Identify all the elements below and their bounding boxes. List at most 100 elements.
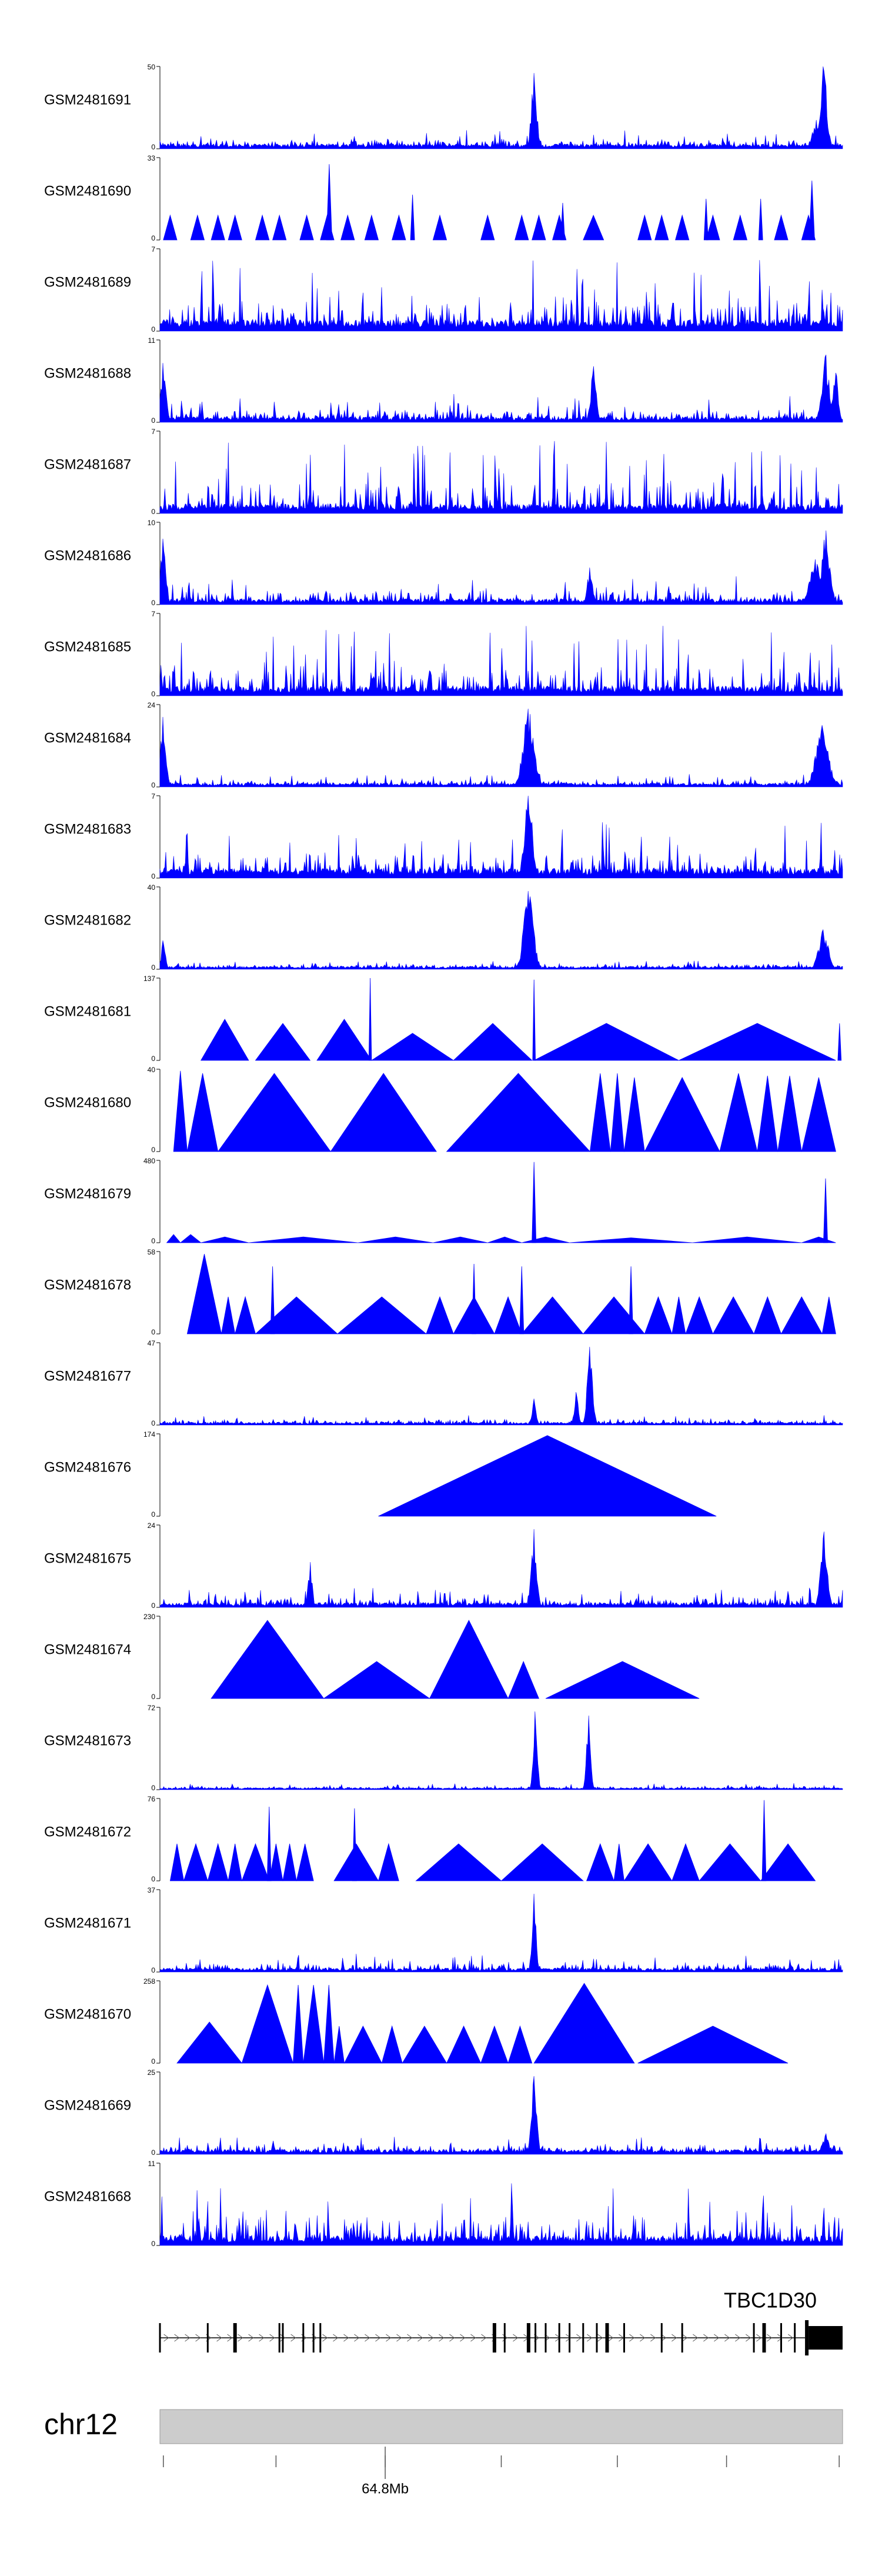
track-GSM2481672-segment-12 [586, 1843, 614, 1881]
track-GSM2481680-segment-7 [624, 1077, 645, 1152]
track-GSM2481690-segment-21 [733, 214, 748, 241]
track-GSM2481670-segment-6 [343, 2026, 382, 2064]
strand-chevron-59 [788, 2334, 794, 2342]
strand-chevron-12 [290, 2334, 296, 2342]
track-GSM2481669-label: GSM2481669 [44, 2097, 131, 2113]
gene-exon-2 [233, 2323, 237, 2353]
track-GSM2481681-segment-0 [201, 1019, 249, 1061]
track-GSM2481690-peak-3 [560, 202, 565, 241]
track-GSM2481678-segment-4 [336, 1296, 427, 1334]
gene-exon-19 [660, 2323, 663, 2353]
track-GSM2481676-label: GSM2481676 [44, 1459, 131, 1475]
strand-chevron-9 [259, 2334, 265, 2342]
track-GSM2481675-signal [159, 1529, 843, 1608]
chromosome-band [159, 2409, 843, 2444]
track-GSM2481681-ymax-label: 137 [143, 975, 155, 983]
track-GSM2481690-segment-3 [228, 214, 242, 241]
track-GSM2481672-ymin-label: 0 [151, 1875, 155, 1883]
track-GSM2481685-signal [159, 626, 843, 696]
track-GSM2481679-segment-7 [522, 1236, 570, 1243]
track-GSM2481678-segment-7 [494, 1296, 522, 1334]
track-GSM2481690-segment-11 [432, 214, 447, 241]
track-GSM2481676-ymin-label: 0 [151, 1510, 155, 1519]
gene-exon-12 [544, 2323, 547, 2353]
track-GSM2481670-label: GSM2481670 [44, 2006, 131, 2022]
strand-chevron-21 [386, 2334, 392, 2342]
track-GSM2481690-ymax-label: 33 [148, 154, 156, 162]
track-GSM2481679-segment-6 [487, 1236, 522, 1243]
track-GSM2481668-ymax-label: 11 [148, 2160, 156, 2168]
strand-chevron-47 [661, 2334, 667, 2342]
track-GSM2481671-ymax-label: 37 [148, 1886, 156, 1894]
track-GSM2481683-label: GSM2481683 [44, 821, 131, 837]
gene-exon-4 [282, 2323, 284, 2353]
track-GSM2481670-ymax-label: 258 [143, 1977, 155, 1986]
track-GSM2481672-segment-10 [415, 1843, 502, 1881]
strand-chevron-50 [693, 2334, 699, 2342]
gene-exon-3 [278, 2323, 280, 2353]
track-GSM2481678-segment-3 [255, 1296, 338, 1334]
strand-chevron-24 [417, 2334, 423, 2342]
gene-utr-3prime [808, 2326, 843, 2350]
track-GSM2481690-segment-1 [190, 214, 205, 241]
gene-exon-11 [534, 2323, 537, 2353]
track-GSM2481681-label: GSM2481681 [44, 1003, 131, 1019]
strand-chevron-20 [375, 2334, 381, 2342]
strand-chevron-49 [682, 2334, 688, 2342]
track-GSM2481678-segment-16 [821, 1296, 836, 1334]
track-GSM2481678-segment-10 [644, 1296, 673, 1334]
gene-exon-5 [302, 2323, 305, 2353]
track-GSM2481672-label: GSM2481672 [44, 1824, 131, 1840]
track-GSM2481691-ymin-label: 0 [151, 143, 155, 151]
track-GSM2481678-segment-11 [671, 1296, 686, 1334]
track-GSM2481682-label: GSM2481682 [44, 912, 131, 928]
track-GSM2481681-segment-5 [534, 1023, 679, 1061]
track-GSM2481672-peak-1 [352, 1808, 357, 1881]
track-GSM2481687-label: GSM2481687 [44, 456, 131, 472]
gene-exon-9 [503, 2323, 506, 2353]
strand-chevron-8 [248, 2334, 254, 2342]
track-GSM2481678-segment-0 [186, 1254, 222, 1334]
gene-exon-24 [794, 2323, 796, 2353]
track-GSM2481678-ymax-label: 58 [148, 1248, 156, 1256]
track-GSM2481672-segment-14 [623, 1843, 673, 1881]
track-GSM2481679-segment-9 [692, 1236, 802, 1243]
strand-chevron-3 [195, 2334, 201, 2342]
track-GSM2481690-label: GSM2481690 [44, 183, 131, 199]
track-GSM2481670-segment-8 [402, 2026, 447, 2064]
track-GSM2481680-label: GSM2481680 [44, 1095, 131, 1110]
track-GSM2481684-label: GSM2481684 [44, 730, 131, 746]
track-GSM2481670-segment-7 [381, 2025, 403, 2064]
track-GSM2481668-label: GSM2481668 [44, 2188, 131, 2204]
track-GSM2481688-ymax-label: 11 [148, 336, 156, 345]
track-GSM2481673-ymax-label: 72 [148, 1704, 156, 1712]
strand-chevron-5 [216, 2334, 222, 2342]
track-GSM2481678-peak-1 [472, 1263, 476, 1334]
track-GSM2481670-segment-2 [292, 1984, 304, 2064]
track-GSM2481679-label: GSM2481679 [44, 1186, 131, 1202]
strand-chevron-2 [185, 2334, 191, 2342]
track-GSM2481671-ymin-label: 0 [151, 1966, 155, 1974]
strand-chevron-57 [767, 2334, 773, 2342]
track-GSM2481670-segment-13 [637, 2026, 789, 2064]
track-GSM2481690-peak-0 [326, 164, 333, 241]
track-GSM2481674-segment-0 [211, 1620, 325, 1699]
track-GSM2481674-segment-3 [507, 1660, 539, 1699]
track-GSM2481672-peak-2 [761, 1800, 767, 1881]
track-GSM2481670-segment-3 [303, 1984, 325, 2064]
track-GSM2481690-segment-8 [340, 214, 355, 241]
track-GSM2481688-label: GSM2481688 [44, 365, 131, 381]
track-GSM2481680-ymax-label: 40 [148, 1066, 156, 1074]
track-GSM2481681-segment-1 [255, 1023, 311, 1061]
track-GSM2481690-peak-2 [410, 194, 415, 241]
gene-exon-0 [159, 2323, 161, 2353]
track-GSM2481670-segment-11 [507, 2025, 533, 2064]
strand-chevron-30 [481, 2334, 487, 2342]
strand-chevron-46 [650, 2334, 656, 2342]
track-GSM2481680-segment-9 [719, 1073, 758, 1152]
track-GSM2481687-ymax-label: 7 [151, 428, 155, 436]
track-GSM2481671-label: GSM2481671 [44, 1915, 131, 1931]
strand-chevron-51 [703, 2334, 709, 2342]
track-GSM2481681-peak-1 [532, 979, 536, 1061]
